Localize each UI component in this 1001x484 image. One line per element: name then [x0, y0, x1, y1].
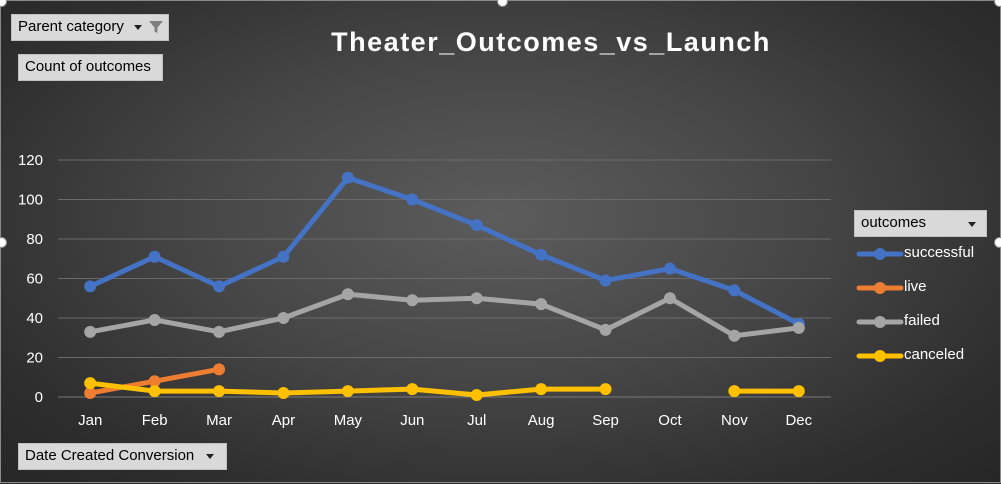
y-tick-label-80: 80 — [26, 231, 43, 248]
point-canceled-may — [341, 385, 354, 398]
point-failed-may — [341, 288, 354, 301]
point-canceled-nov — [728, 385, 741, 398]
dropdown-arrow-icon — [134, 24, 143, 30]
y-tick-label-60: 60 — [26, 271, 43, 288]
point-canceled-dec — [792, 385, 805, 398]
series-line-failed — [87, 291, 802, 339]
parent-category-label: Parent category — [18, 18, 124, 35]
resize-handle-top[interactable] — [497, 0, 508, 7]
point-canceled-feb — [148, 385, 161, 398]
resize-handle-top-left[interactable] — [0, 0, 7, 7]
point-successful-apr — [277, 250, 290, 263]
point-successful-aug — [535, 248, 548, 261]
point-live-mar — [213, 363, 226, 376]
x-tick-label-mar: Mar — [206, 412, 232, 429]
x-tick-label-apr: Apr — [272, 412, 295, 429]
y-tick-label-120: 120 — [18, 152, 43, 169]
x-tick-label-aug: Aug — [528, 412, 555, 429]
x-tick-label-feb: Feb — [142, 412, 168, 429]
resize-handle-top-right[interactable] — [994, 0, 1001, 7]
legend-swatch-marker-successful — [874, 248, 886, 260]
point-failed-nov — [728, 329, 741, 342]
point-failed-feb — [148, 313, 161, 326]
point-successful-may — [341, 171, 354, 184]
parent-category-filter-button[interactable]: Parent category — [11, 14, 169, 41]
point-canceled-jun — [406, 383, 419, 396]
y-tick-label-20: 20 — [26, 350, 43, 367]
point-failed-jun — [406, 294, 419, 307]
point-failed-dec — [792, 321, 805, 334]
point-failed-apr — [277, 312, 290, 324]
dropdown-arrow-icon — [206, 453, 215, 459]
values-field-label: Count of outcomes — [25, 58, 151, 75]
dropdown-arrow-icon — [968, 222, 976, 227]
point-failed-jul — [470, 292, 483, 305]
point-successful-jun — [406, 193, 419, 206]
point-successful-jul — [470, 219, 483, 232]
x-tick-label-jul: Jul — [467, 412, 486, 429]
x-tick-label-jan: Jan — [78, 412, 102, 429]
legend-field-label: outcomes — [861, 214, 927, 231]
point-failed-jan — [84, 325, 97, 338]
x-tick-label-jun: Jun — [400, 412, 424, 429]
legend-label-failed: failed — [904, 312, 940, 329]
x-tick-label-sep: Sep — [592, 412, 619, 429]
values-field-button[interactable]: Count of outcomes — [18, 54, 163, 81]
point-live-jan — [84, 387, 97, 400]
point-failed-oct — [663, 292, 676, 305]
point-successful-sep — [599, 274, 612, 287]
point-successful-nov — [728, 284, 741, 297]
x-tick-label-oct: Oct — [658, 412, 682, 429]
resize-handle-left[interactable] — [0, 237, 7, 248]
legend-label-successful: successful — [904, 244, 975, 261]
funnel-filter-icon — [149, 21, 164, 34]
axis-field-button[interactable]: Date Created Conversion — [18, 443, 227, 470]
point-canceled-jan — [84, 377, 97, 390]
point-failed-aug — [535, 298, 548, 311]
series-line-successful — [87, 175, 802, 327]
point-canceled-sep — [599, 383, 612, 396]
point-canceled-mar — [213, 385, 226, 398]
legend-label-canceled: canceled — [904, 346, 965, 363]
y-tick-label-40: 40 — [26, 310, 43, 327]
point-successful-feb — [148, 250, 161, 263]
resize-handle-right[interactable] — [994, 237, 1001, 248]
point-live-feb — [148, 375, 161, 388]
point-failed-mar — [213, 325, 226, 338]
legend-swatch-marker-failed — [874, 316, 886, 328]
chart-title: Theater_Outcomes_vs_Launch — [331, 27, 771, 57]
point-canceled-jul — [470, 389, 483, 402]
point-successful-oct — [663, 262, 676, 275]
x-tick-label-dec: Dec — [785, 412, 812, 429]
x-tick-label-nov: Nov — [721, 412, 748, 429]
legend-swatch-marker-live — [874, 282, 886, 294]
legend-swatch-marker-canceled — [874, 350, 886, 362]
legend-field-button[interactable]: outcomes — [854, 210, 987, 237]
point-canceled-apr — [277, 387, 290, 400]
y-tick-label-0: 0 — [35, 389, 43, 406]
point-failed-sep — [599, 323, 612, 336]
y-tick-label-100: 100 — [18, 192, 43, 209]
x-tick-label-may: May — [334, 412, 363, 429]
legend-label-live: live — [904, 278, 927, 295]
point-successful-mar — [213, 280, 226, 293]
point-canceled-aug — [535, 383, 548, 396]
point-successful-jan — [84, 280, 97, 293]
axis-field-label: Date Created Conversion — [25, 447, 195, 464]
